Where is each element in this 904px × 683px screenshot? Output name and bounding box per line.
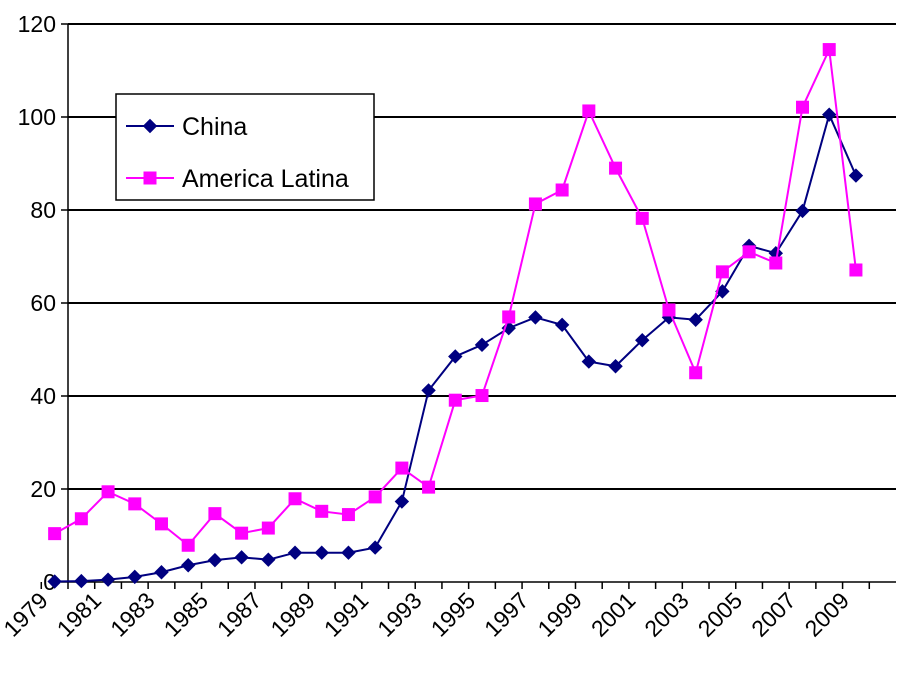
xtick-label: 2009	[800, 587, 855, 642]
data-point-china	[180, 558, 196, 573]
data-point-china	[367, 540, 383, 555]
xtick-label: 1981	[52, 587, 107, 642]
legend-entry-america-latina: America Latina	[126, 165, 349, 193]
xtick-label: 1995	[426, 587, 481, 642]
data-point-china	[554, 317, 570, 333]
ytick-label: 120	[18, 11, 56, 37]
data-point-china	[261, 552, 276, 567]
data-point-america-latina	[101, 485, 115, 499]
data-point-america-latina	[368, 490, 382, 504]
data-point-china	[341, 545, 356, 560]
series	[47, 43, 864, 589]
legend-label: China	[182, 113, 247, 141]
xtick-label: 1991	[319, 587, 374, 642]
ytick-label: 40	[30, 383, 56, 409]
data-point-america-latina	[822, 43, 836, 57]
data-point-china	[635, 332, 650, 348]
ytick-label: 20	[30, 476, 56, 502]
data-point-america-latina	[74, 512, 88, 526]
data-point-america-latina	[341, 508, 355, 522]
data-point-china	[287, 545, 303, 560]
data-point-america-latina	[769, 256, 783, 270]
data-point-china	[528, 310, 543, 325]
legend-marker	[142, 118, 158, 134]
xtick-label: 2001	[586, 587, 641, 642]
xtick-label: 1985	[159, 587, 214, 642]
xtick-label: 1989	[265, 587, 320, 642]
data-point-china	[234, 550, 249, 565]
legend-label: America Latina	[182, 165, 349, 193]
data-point-america-latina	[582, 104, 596, 118]
data-point-america-latina	[208, 507, 222, 521]
data-point-china	[795, 203, 810, 219]
data-point-america-latina	[849, 263, 863, 277]
data-point-america-latina	[422, 480, 436, 494]
xtick-label: 2005	[693, 587, 748, 642]
data-point-america-latina	[448, 393, 462, 407]
data-point-america-latina	[662, 303, 676, 317]
ytick-label: 100	[18, 104, 56, 130]
data-point-china	[581, 354, 597, 369]
data-point-china	[74, 573, 89, 589]
xtick-label: 1993	[372, 587, 427, 642]
legend-marker	[143, 171, 157, 185]
data-point-america-latina	[395, 461, 409, 475]
xtick-label: 1999	[532, 587, 587, 642]
data-point-china	[127, 569, 142, 585]
data-point-china	[314, 545, 329, 560]
ytick-label: 60	[30, 290, 56, 316]
data-point-america-latina	[48, 527, 62, 541]
legend: China America Latina	[115, 93, 375, 201]
data-point-china	[421, 383, 436, 398]
data-point-china	[448, 349, 463, 364]
data-point-america-latina	[502, 310, 516, 324]
xtick-label: 2007	[746, 587, 801, 642]
xtick-label: 1979	[0, 587, 53, 642]
data-point-america-latina	[315, 504, 329, 518]
data-point-china	[154, 565, 169, 580]
xtick-label: 2003	[639, 587, 694, 642]
data-point-america-latina	[154, 517, 168, 531]
xtick-label: 1987	[212, 587, 267, 642]
x-axis-ticks: 1979198119831985198719891991199319951997…	[0, 582, 871, 642]
data-point-america-latina	[528, 197, 542, 211]
data-point-america-latina	[742, 245, 756, 259]
data-point-china	[207, 552, 223, 568]
data-point-china	[688, 312, 703, 327]
data-point-america-latina	[555, 183, 569, 197]
data-point-china	[848, 168, 864, 183]
series-america-latina	[48, 43, 863, 552]
data-point-america-latina	[181, 538, 195, 552]
data-point-china	[100, 572, 116, 587]
data-point-china	[608, 359, 623, 374]
data-point-america-latina	[235, 526, 249, 540]
y-axis-ticks: 020406080100120	[18, 11, 68, 595]
data-point-america-latina	[475, 389, 489, 403]
data-point-america-latina	[288, 492, 302, 506]
data-point-china	[394, 494, 410, 509]
data-point-america-latina	[609, 161, 623, 175]
legend-entry-china: China	[126, 113, 247, 141]
data-point-china	[47, 574, 62, 589]
data-point-china	[822, 107, 837, 122]
legend-box	[115, 93, 375, 201]
data-point-america-latina	[689, 366, 703, 380]
data-point-america-latina	[796, 100, 810, 114]
data-point-china	[474, 337, 490, 353]
data-point-america-latina	[715, 265, 729, 279]
xtick-label: 1983	[105, 587, 160, 642]
xtick-label: 1997	[479, 587, 534, 642]
ytick-label: 80	[30, 197, 56, 223]
data-point-america-latina	[261, 521, 275, 535]
data-point-america-latina	[635, 211, 649, 225]
data-point-america-latina	[128, 497, 142, 511]
